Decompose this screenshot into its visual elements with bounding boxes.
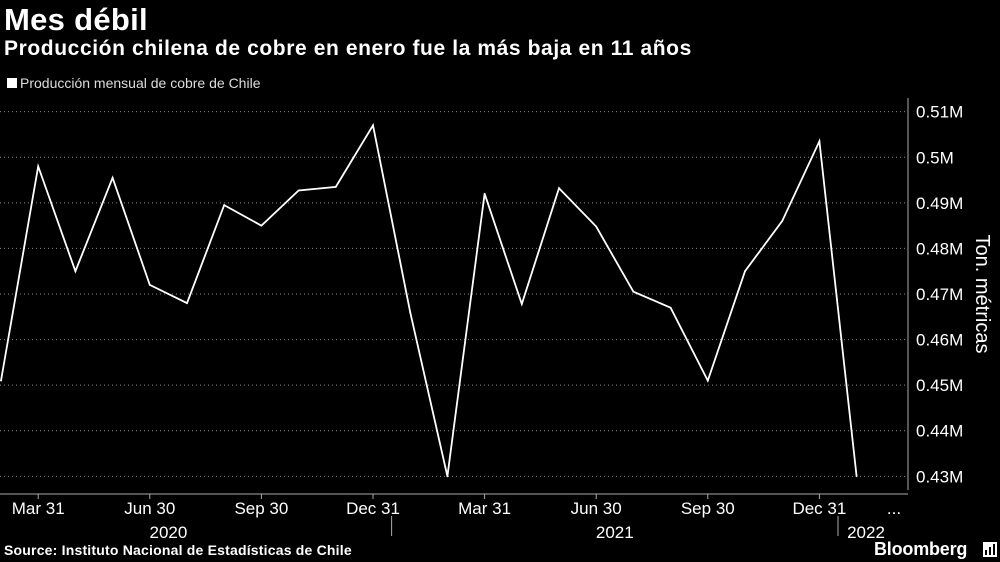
legend-label: Producción mensual de cobre de Chile	[20, 75, 261, 91]
data-point	[186, 302, 188, 305]
x-year-label: 2021	[596, 523, 634, 542]
data-point	[37, 165, 40, 168]
data-point	[855, 475, 858, 478]
y-axis-title: Ton. métricas	[971, 235, 993, 354]
x-tick-label: Jun 30	[571, 499, 622, 518]
x-tick-label: Dec 31	[792, 499, 846, 518]
y-tick-label: 0.51M	[916, 103, 963, 122]
data-point	[632, 290, 635, 293]
x-tick-label: Mar 31	[12, 499, 65, 518]
data-point	[669, 306, 672, 309]
legend: Producción mensual de cobre de Chile	[7, 75, 260, 91]
data-point	[111, 176, 114, 179]
data-point	[74, 270, 77, 273]
data-point	[223, 204, 226, 207]
x-tick-label: Sep 30	[234, 499, 288, 518]
y-tick-label: 0.45M	[916, 376, 963, 395]
data-point	[818, 140, 821, 143]
brand-logo: Bloomberg	[874, 539, 968, 559]
data-point	[148, 283, 151, 286]
series-line	[0, 122, 858, 477]
y-tick-label: 0.5M	[916, 148, 954, 167]
x-year-label: 2020	[149, 523, 187, 542]
data-point	[595, 225, 598, 228]
data-point	[409, 311, 412, 314]
x-year-label: 2022	[847, 523, 885, 542]
data-point	[781, 220, 784, 222]
data-point	[0, 379, 2, 382]
chart-subtitle: Producción chilena de cobre en enero fue…	[4, 37, 692, 60]
legend-swatch	[7, 78, 17, 88]
x-tick-label: Mar 31	[458, 499, 511, 518]
data-point	[483, 192, 486, 195]
chart-title: Mes débil	[4, 2, 148, 37]
data-point	[558, 187, 560, 190]
data-point	[334, 185, 337, 188]
data-point	[520, 303, 523, 305]
x-tick-label: Jun 30	[124, 499, 175, 518]
y-tick-label: 0.44M	[916, 422, 963, 441]
x-tick-label: Dec 31	[346, 499, 400, 518]
bar-chart-icon	[983, 542, 997, 557]
data-point	[297, 189, 300, 192]
y-tick-label: 0.46M	[916, 331, 963, 350]
y-tick-label: 0.49M	[916, 194, 963, 213]
data-point	[706, 379, 709, 382]
data-point	[372, 124, 374, 127]
data-point	[260, 224, 263, 227]
y-tick-label: 0.43M	[916, 467, 963, 486]
x-tick-label: Sep 30	[681, 499, 735, 518]
data-point	[744, 270, 746, 273]
source-note: Source: Instituto Nacional de Estadístic…	[4, 542, 352, 558]
x-tick-label: ...	[887, 499, 901, 518]
y-tick-label: 0.47M	[916, 285, 963, 304]
data-point	[446, 475, 449, 478]
y-tick-label: 0.48M	[916, 239, 963, 258]
